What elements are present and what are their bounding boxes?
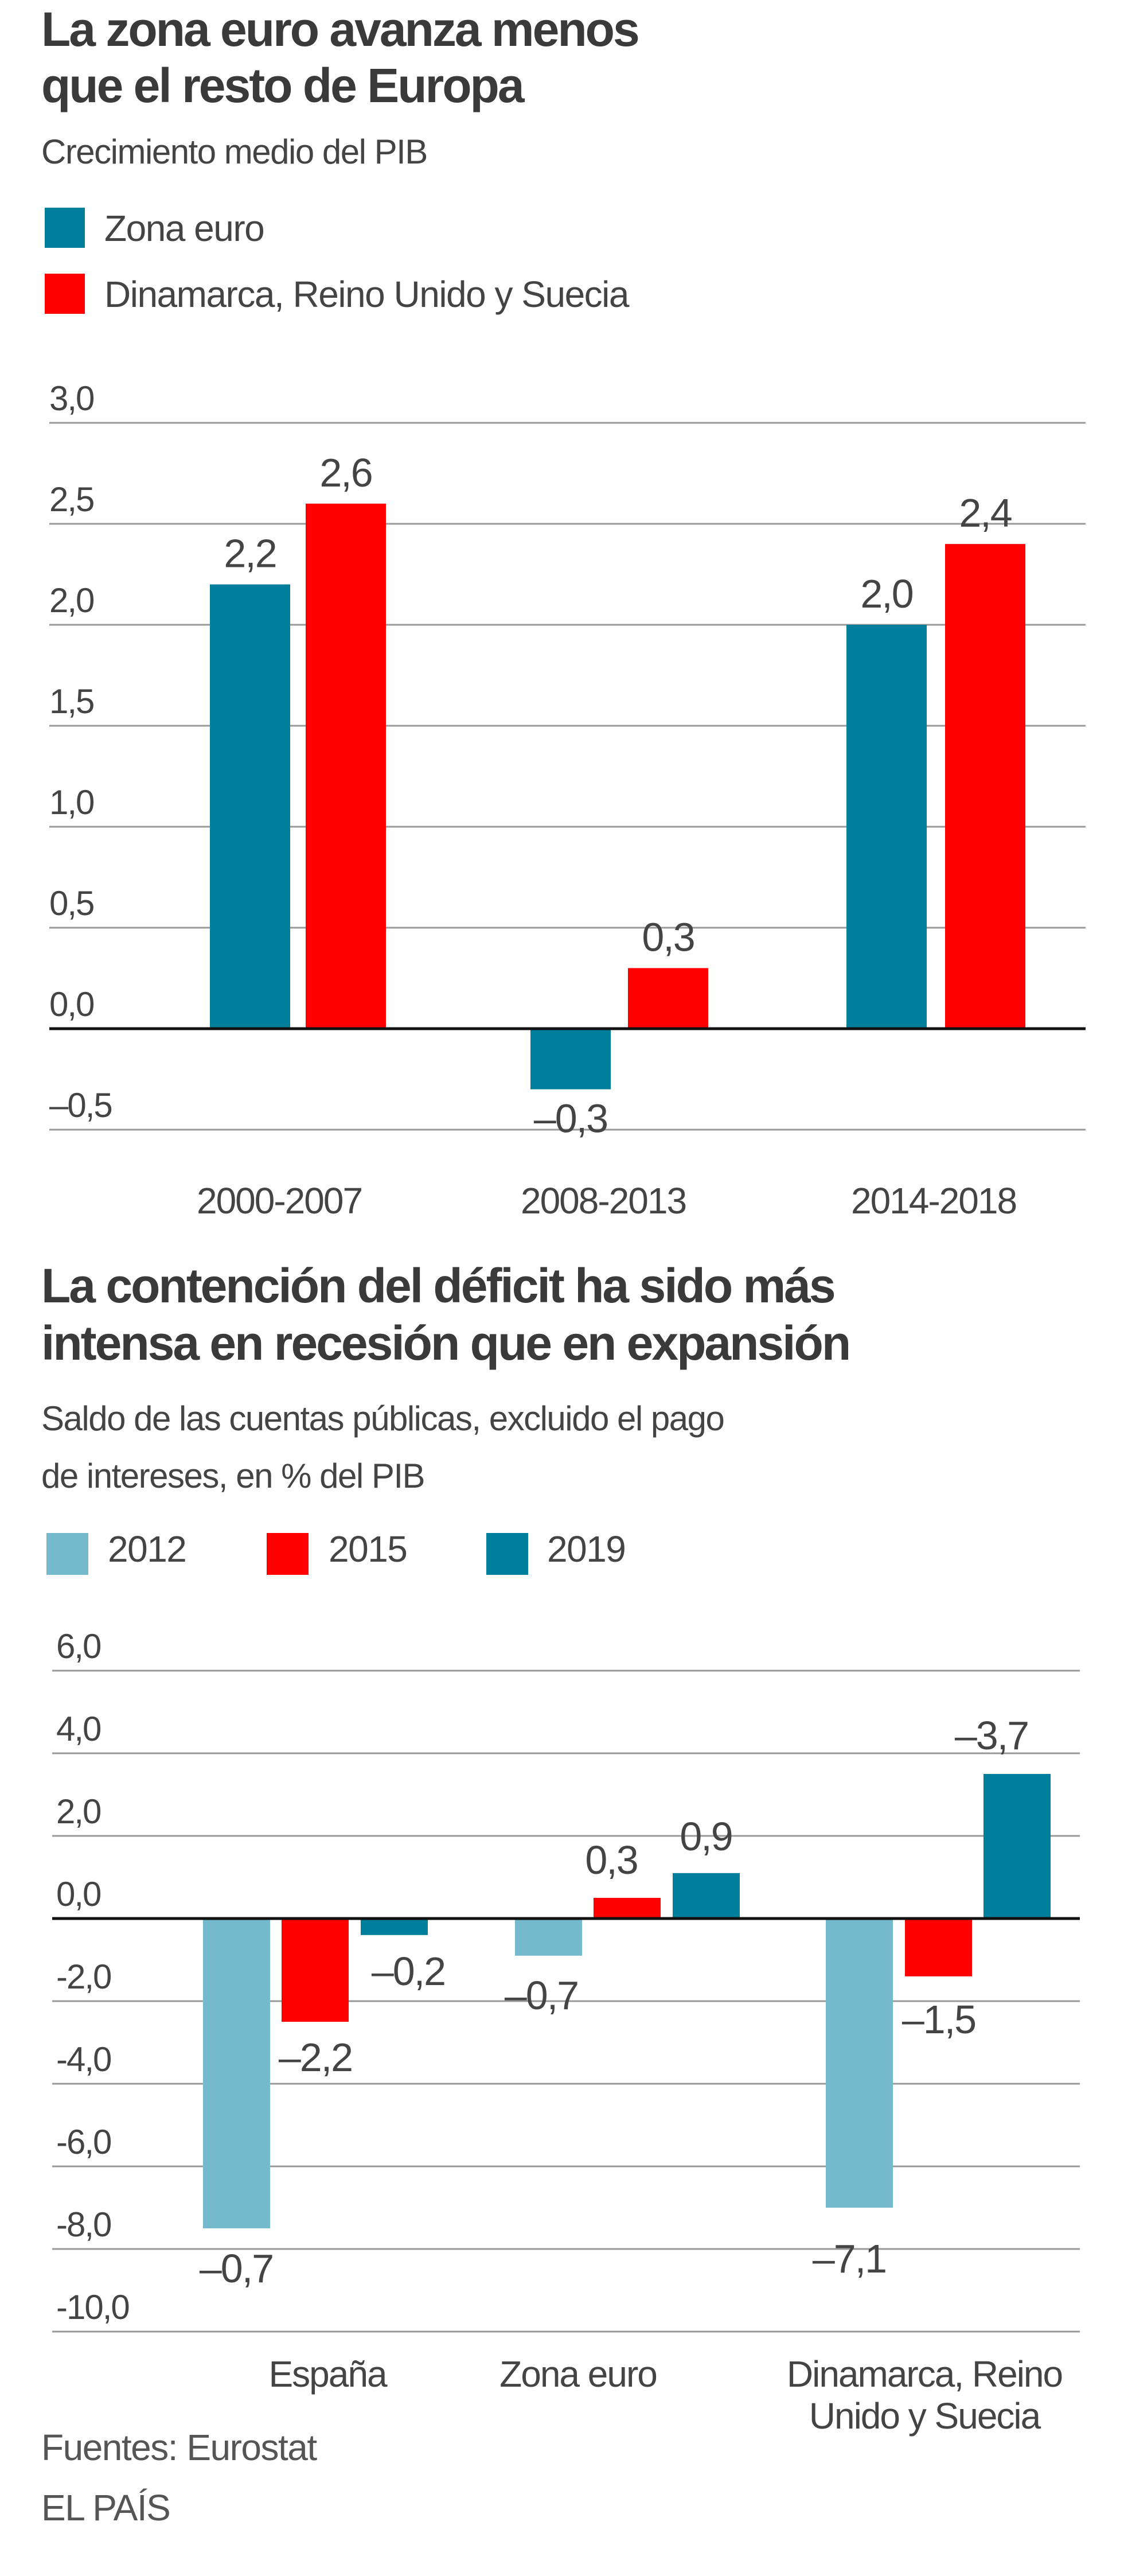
chart2-category-label: Zona euro [499,2353,657,2395]
data-label: –0,2 [372,1949,445,1994]
y-tick-label: 2,5 [49,480,93,519]
bar [594,1898,661,1919]
y-tick-label: 0,0 [49,985,94,1024]
y-tick-label: 2,0 [56,1792,101,1831]
data-label: –1,5 [902,1997,975,2042]
y-tick-label: 1,5 [49,682,93,721]
bar [203,1919,270,2228]
bar [282,1919,349,2022]
y-tick-label: -10,0 [56,2288,129,2326]
bar [361,1919,428,1935]
data-label: –7,1 [813,2236,886,2281]
chart1-category-label: 2000-2007 [197,1180,362,1221]
legend-swatch-2015 [267,1533,309,1575]
chart1-title-line2: que el resto de Europa [41,59,525,112]
legend-label-2019: 2019 [547,1528,625,1570]
data-label: –3,7 [955,1713,1028,1758]
bar [905,1919,972,1976]
data-label: –0,3 [534,1096,607,1141]
chart1-plot: 3,0 2,5 2,0 1,5 1,0 0,5 0,0 –0,5 2,2 –0,3 2,0 2,6 0,… [49,379,1086,1141]
y-tick-label: 1,0 [49,783,94,822]
legend-label-2015: 2015 [329,1528,407,1570]
data-label: –2,2 [279,2035,352,2080]
legend-label-dinamarca: Dinamarca, Reino Unido y Suecia [104,274,630,315]
y-tick-label: -8,0 [56,2205,111,2244]
chart2-category-label: Dinamarca, Reino [787,2353,1062,2395]
y-tick-label: 0,0 [56,1875,101,1913]
brand-logo-text: EL PAÍS [41,2487,170,2528]
legend-swatch-dinamarca [45,274,85,314]
data-label: –0,7 [200,2246,273,2291]
data-label: 2,6 [319,450,372,495]
bar [945,544,1025,1029]
bar [826,1919,893,2208]
bar [210,584,290,1029]
bar [846,625,927,1029]
legend-label-2012: 2012 [108,1528,186,1570]
y-tick-label: 4,0 [56,1710,101,1748]
y-tick-label: 6,0 [56,1627,101,1666]
bar [530,1029,611,1089]
data-label: 0,9 [680,1814,732,1859]
data-label: –0,7 [505,1973,578,2018]
chart2-subtitle-line1: Saldo de las cuentas públicas, excluido … [41,1399,724,1438]
legend-swatch-zona-euro [45,208,85,248]
chart2-plot: 6,0 4,0 2,0 0,0 -2,0 -4,0 -6,0 -8,0 -10,0 –0,7 –0,… [52,1627,1080,2333]
chart2-subtitle-line2: de intereses, en % del PIB [41,1457,424,1495]
data-label: 2,2 [224,531,276,576]
y-tick-label: -4,0 [56,2040,111,2079]
bar [306,503,386,1029]
y-tick-label: -2,0 [56,1958,111,1996]
bar [984,1774,1051,1919]
legend-swatch-2019 [486,1533,528,1575]
chart1-category-label: 2014-2018 [851,1180,1016,1221]
source-note: Fuentes: Eurostat [41,2427,317,2468]
bar [673,1873,740,1919]
chart1-category-label: 2008-2013 [521,1180,686,1221]
chart2-category-label: Unido y Suecia [809,2395,1041,2437]
chart2-title-line2: intensa en recesión que en expansión [41,1316,849,1370]
chart1-title-line1: La zona euro avanza menos [41,2,638,56]
legend-swatch-2012 [46,1533,88,1575]
data-label: 2,0 [860,571,912,616]
y-tick-label: 2,0 [49,581,94,620]
data-label: 2,4 [959,491,1011,535]
data-label: 0,3 [585,1838,637,1882]
y-tick-label: -6,0 [56,2123,111,2161]
data-label: 0,3 [642,915,694,959]
y-tick-label: 0,5 [49,884,93,923]
bar [628,968,708,1029]
bar [515,1919,582,1956]
legend-label-zona-euro: Zona euro [104,208,264,249]
chart1-subtitle: Crecimiento medio del PIB [41,133,427,171]
y-tick-label: –0,5 [49,1086,112,1124]
chart2-title-line1: La contención del déficit ha sido más [41,1259,834,1313]
y-tick-label: 3,0 [49,379,94,418]
chart2-category-label: España [268,2353,387,2395]
